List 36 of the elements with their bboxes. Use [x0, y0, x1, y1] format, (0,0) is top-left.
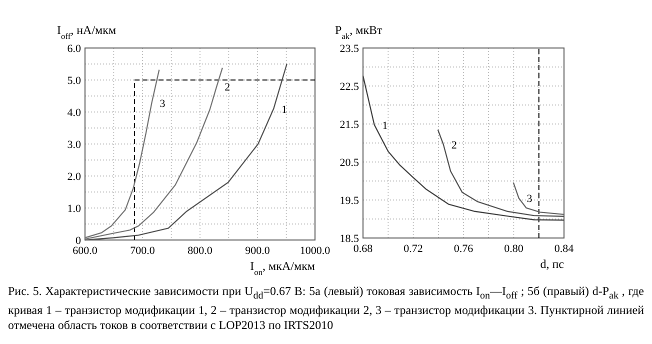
series-label: 3 — [160, 98, 166, 110]
y-tick-label: 0 — [76, 235, 82, 247]
x-axis-title: d, пс — [540, 257, 564, 271]
x-tick-label: 0.72 — [404, 243, 423, 255]
y-axis-title: P$_{ak}$, мкВт — [335, 23, 384, 40]
x-tick-label: 0.84 — [554, 243, 574, 255]
y-axis-title: I$_{off}$, нА/мкм — [57, 23, 116, 40]
y-tick-label: 21.5 — [340, 119, 360, 131]
x-tick-label: 600.0 — [72, 245, 98, 257]
series-label: 2 — [451, 140, 457, 152]
x-axis-title: I$_{on}$, мкА/мкм — [250, 259, 316, 276]
x-tick-label: 0.76 — [454, 243, 474, 255]
x-tick-label: 700.0 — [130, 245, 156, 257]
line-series — [362, 75, 565, 221]
series-label: 1 — [282, 104, 288, 116]
series-label: 1 — [382, 120, 388, 132]
y-tick-label: 4.0 — [67, 107, 82, 119]
x-tick-label: 0.68 — [353, 243, 374, 255]
y-tick-label: 18.5 — [340, 233, 360, 245]
x-tick-label: 0.80 — [504, 243, 524, 255]
y-tick-label: 1.0 — [67, 203, 82, 215]
y-tick-label: 22.5 — [340, 81, 360, 93]
y-tick-label: 20.5 — [340, 157, 360, 169]
y-tick-label: 19.5 — [340, 195, 360, 207]
x-tick-label: 900.0 — [245, 245, 270, 257]
x-tick-label: 800.0 — [188, 245, 213, 257]
y-tick-label: 2.0 — [67, 171, 82, 183]
x-tick-label: 1000.0 — [300, 245, 331, 257]
y-tick-label: 6.0 — [67, 43, 82, 55]
y-tick-label: 3.0 — [67, 139, 82, 151]
y-tick-label: 23.5 — [340, 43, 360, 55]
line-series — [512, 182, 565, 216]
series-label: 3 — [526, 193, 533, 206]
y-tick-label: 5.0 — [67, 75, 82, 87]
text: Рис. 5. Характеристические зависимости при U$_{dd}$=0.67 В: 5а (левый) токовая зависимость I$_{on}$—I$_{off}$ ; 5б (правый) d-P$_{ak}$ , где кривая 1 – транзистор модификации 1, 2 – транзистор модификации 2, 3 – транзистор модификации 3. Пунктирной линией отмечена область токов в соответствии с LOP2013 по IRTS2010 — [8, 284, 644, 332]
series-label: 2 — [224, 81, 230, 94]
